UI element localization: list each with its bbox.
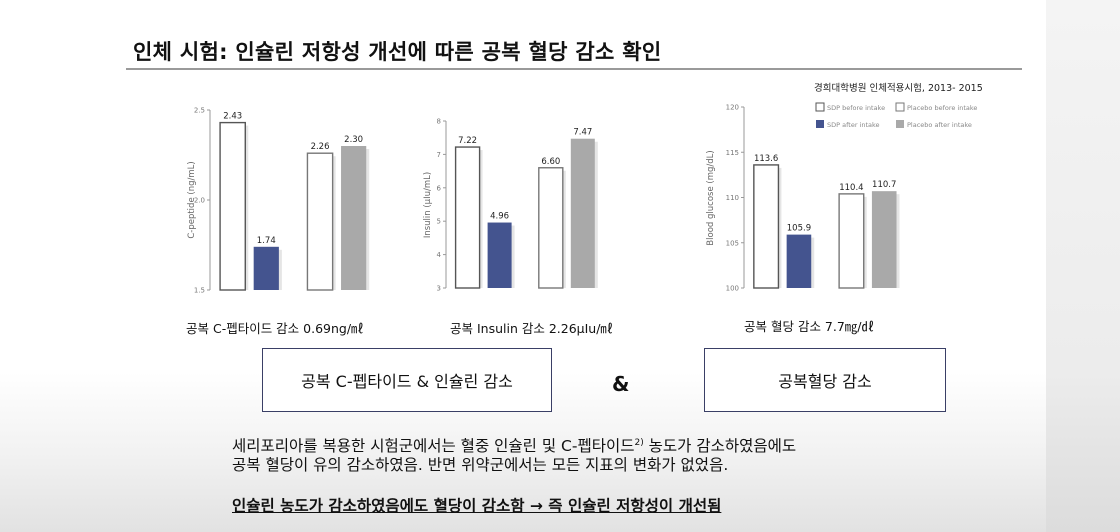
- bar-sdp-before-value-label: 2.43: [223, 112, 242, 122]
- y-tick-label: 8: [437, 118, 441, 126]
- bar-placebo-after: [570, 138, 595, 288]
- bar-sdp-after-value-label: 105.9: [787, 224, 811, 234]
- y-tick-label: 1.5: [194, 287, 205, 295]
- chart-legend: SDP before intake Placebo before intake …: [815, 102, 977, 129]
- legend-swatch-placebo-before: [895, 102, 905, 112]
- right-edge-strip: [1046, 0, 1120, 532]
- bar-placebo-before: [306, 152, 334, 291]
- y-tick-label: 110: [726, 194, 739, 202]
- caption-blood-glucose: 공복 혈당 감소 7.7㎎/㎗: [744, 319, 875, 334]
- legend-label-placebo-before: Placebo before intake: [907, 104, 977, 112]
- bar-sdp-before: [219, 121, 246, 291]
- bar-sdp-after: [786, 234, 812, 288]
- bar-sdp-before-value-label: 113.6: [754, 154, 778, 164]
- y-tick-label: 4: [437, 251, 442, 259]
- bar-sdp-before: [753, 164, 780, 289]
- y-axis-label: Blood glucose (mg/dL): [706, 150, 716, 245]
- bar-placebo-after-value-label: 7.47: [573, 128, 592, 138]
- summary-box-left-text: 공복 C-펩타이드 & 인슐린 감소: [301, 372, 513, 391]
- summary-box-right-text: 공복혈당 감소: [778, 372, 872, 391]
- bar-placebo-before-value-label: 110.4: [839, 183, 863, 193]
- y-tick-label: 6: [437, 184, 442, 192]
- bar-sdp-before: [454, 146, 481, 289]
- bar-sdp-before-value-label: 7.22: [458, 136, 477, 146]
- bar-placebo-before: [538, 167, 564, 289]
- source-note: 경희대학병원 인체적용시험, 2013- 2015: [814, 83, 983, 94]
- conclusion-text: 인슐린 농도가 감소하였음에도 혈당이 감소함 → 즉 인슐린 저항성이 개선됨: [232, 497, 722, 515]
- bar-sdp-after: [487, 222, 512, 288]
- y-axis-label: Insulin (μIu/mL): [423, 172, 433, 238]
- legend-label-sdp-before: SDP before intake: [827, 104, 885, 112]
- bar-sdp-after-value-label: 1.74: [257, 236, 276, 246]
- y-tick-label: 115: [726, 149, 739, 157]
- y-tick-label: 120: [726, 104, 739, 112]
- bar-sdp-after: [253, 246, 279, 290]
- bar-placebo-after-value-label: 110.7: [872, 180, 896, 190]
- y-tick-label: 7: [437, 151, 441, 159]
- summary-box-right: 공복혈당 감소: [704, 348, 946, 412]
- y-tick-label: 2.5: [194, 107, 205, 115]
- legend-swatch-sdp-after: [816, 120, 824, 128]
- result-line-1: 세리포리아를 복용한 시험군에서는 혈중 인슐린 및 C-펩타이드2) 농도가 …: [232, 437, 797, 456]
- bar-placebo-after-value-label: 2.30: [344, 135, 363, 145]
- bar-placebo-before-value-label: 2.26: [311, 142, 330, 152]
- y-tick-label: 5: [437, 218, 441, 226]
- bar-placebo-after: [871, 191, 897, 288]
- y-tick-label: 2.0: [194, 197, 205, 205]
- legend-swatch-sdp-before: [815, 102, 825, 112]
- footnote-ref: 2): [634, 438, 644, 448]
- bar-placebo-before: [838, 193, 865, 289]
- y-tick-label: 3: [437, 285, 441, 293]
- y-axis-label: C-peptide (ng/mL): [187, 161, 197, 238]
- legend-label-sdp-after: SDP after intake: [827, 121, 880, 129]
- result-paragraph: 세리포리아를 복용한 시험군에서는 혈중 인슐린 및 C-펩타이드2) 농도가 …: [232, 434, 796, 475]
- summary-box-left: 공복 C-펩타이드 & 인슐린 감소: [262, 348, 552, 412]
- legend-swatch-placebo-after: [896, 120, 904, 128]
- title-divider: [126, 68, 1022, 70]
- result-line-2: 공복 혈당이 유의 감소하였음. 반면 위약군에서는 모든 지표의 변화가 없었…: [232, 456, 729, 475]
- caption-insulin: 공복 Insulin 감소 2.26μIu/㎖: [450, 321, 613, 336]
- slide-title: 인체 시험: 인슐린 저항성 개선에 따른 공복 혈당 감소 확인: [133, 40, 662, 64]
- bar-sdp-after-value-label: 4.96: [490, 212, 509, 222]
- chart-blood-glucose: Blood glucose (mg/dL) SDP before intake …: [706, 102, 977, 293]
- chart-insulin: Insulin (μIu/mL) 3 4 5 6 7 8 7.22 4.96 6.60 7.47: [423, 118, 598, 293]
- chart-c-peptide: C-peptide (ng/mL) 1.5 2.0 2.5 2.43 1.74 2.26 2…: [187, 107, 370, 295]
- legend-label-placebo-after: Placebo after intake: [907, 121, 972, 129]
- bar-placebo-after: [341, 146, 367, 290]
- bar-placebo-before-value-label: 6.60: [541, 157, 560, 167]
- ampersand: &: [612, 372, 630, 396]
- y-tick-label: 105: [726, 239, 739, 247]
- y-tick-label: 100: [726, 285, 739, 293]
- caption-c-peptide: 공복 C-펩타이드 감소 0.69ng/㎖: [186, 321, 364, 336]
